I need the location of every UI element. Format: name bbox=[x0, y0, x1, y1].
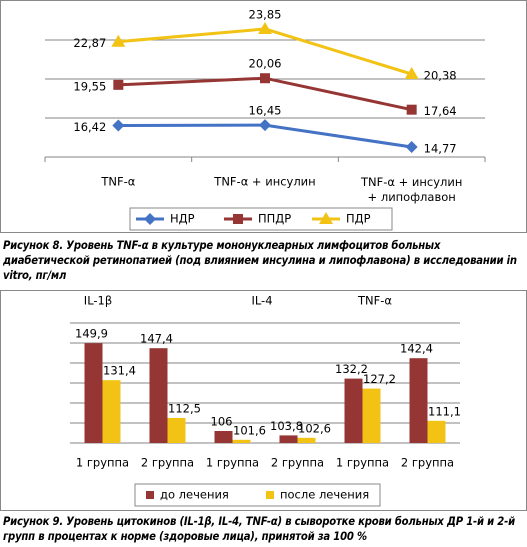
marker bbox=[113, 79, 124, 90]
data-label: 103,8 bbox=[270, 419, 303, 433]
bar bbox=[214, 431, 233, 443]
group-label: IL-4 bbox=[251, 294, 272, 308]
bar bbox=[297, 437, 316, 443]
data-label: 102,6 bbox=[298, 421, 331, 435]
data-label: 19,55 bbox=[73, 79, 106, 93]
x-tick-label: 2 группа bbox=[401, 456, 454, 470]
legend-label: НДР bbox=[170, 212, 195, 226]
marker bbox=[260, 73, 270, 84]
data-label: 16,45 bbox=[249, 104, 282, 118]
x-tick-label: 1 группа bbox=[336, 456, 389, 470]
bar bbox=[344, 378, 363, 443]
data-label: 23,85 bbox=[249, 7, 282, 21]
bar bbox=[279, 435, 298, 443]
legend-label: после лечения bbox=[280, 488, 369, 502]
x-tick-label: TNF-α bbox=[100, 175, 135, 189]
data-label: 14,77 bbox=[424, 141, 457, 155]
bar bbox=[232, 439, 251, 443]
marker bbox=[112, 119, 125, 132]
caption: Рисунок 8. Уровень TNF-α в культуре моно… bbox=[3, 239, 517, 282]
marker bbox=[258, 21, 272, 34]
bar bbox=[84, 343, 103, 443]
legend-marker bbox=[233, 214, 243, 224]
bar bbox=[102, 380, 121, 443]
data-label: 147,4 bbox=[140, 332, 173, 346]
data-label: 111,1 bbox=[428, 404, 461, 418]
marker bbox=[259, 119, 271, 132]
x-tick-label: TNF-α + инсулин + липофлавон bbox=[360, 175, 462, 204]
caption: Рисунок 9. Уровень цитокинов (IL-1β, IL-… bbox=[3, 515, 515, 543]
bar bbox=[149, 348, 168, 443]
bar bbox=[409, 358, 428, 443]
data-label: 20,06 bbox=[249, 57, 282, 71]
bar bbox=[362, 388, 381, 443]
data-label: 112,5 bbox=[168, 402, 201, 416]
group-label: TNF-α bbox=[357, 294, 392, 308]
marker bbox=[406, 104, 417, 115]
bar bbox=[427, 420, 446, 443]
x-tick-label: TNF-α + инсулин bbox=[213, 175, 315, 189]
legend-label: ПДР bbox=[346, 212, 371, 226]
group-label: IL-1β bbox=[84, 294, 112, 308]
x-tick-label: 1 группа bbox=[76, 456, 129, 470]
x-tick-label: 2 группа bbox=[141, 456, 194, 470]
data-label: 17,64 bbox=[424, 104, 457, 118]
legend-box bbox=[134, 483, 381, 507]
legend-swatch bbox=[266, 491, 274, 499]
x-tick-label: 1 группа bbox=[206, 456, 259, 470]
data-label: 132,2 bbox=[335, 362, 368, 376]
legend-box bbox=[129, 207, 393, 231]
legend-marker bbox=[144, 213, 156, 225]
legend-marker bbox=[319, 212, 333, 224]
data-label: 101,6 bbox=[233, 423, 266, 437]
data-label: 20,38 bbox=[424, 69, 457, 83]
marker bbox=[405, 140, 418, 153]
data-label: 16,42 bbox=[73, 120, 106, 134]
data-label: 127,2 bbox=[363, 372, 396, 386]
marker bbox=[404, 67, 419, 80]
data-label: 131,4 bbox=[103, 364, 136, 378]
data-label: 106 bbox=[211, 415, 233, 429]
data-label: 22,87 bbox=[73, 36, 106, 50]
x-tick-label: 2 группа bbox=[271, 456, 324, 470]
bar bbox=[167, 418, 186, 443]
data-label: 142,4 bbox=[400, 342, 433, 356]
data-label: 149,9 bbox=[75, 327, 108, 341]
legend-label: ППДР bbox=[258, 212, 291, 226]
legend-swatch bbox=[146, 491, 154, 499]
marker bbox=[111, 34, 126, 47]
legend-label: до лечения bbox=[160, 488, 229, 502]
